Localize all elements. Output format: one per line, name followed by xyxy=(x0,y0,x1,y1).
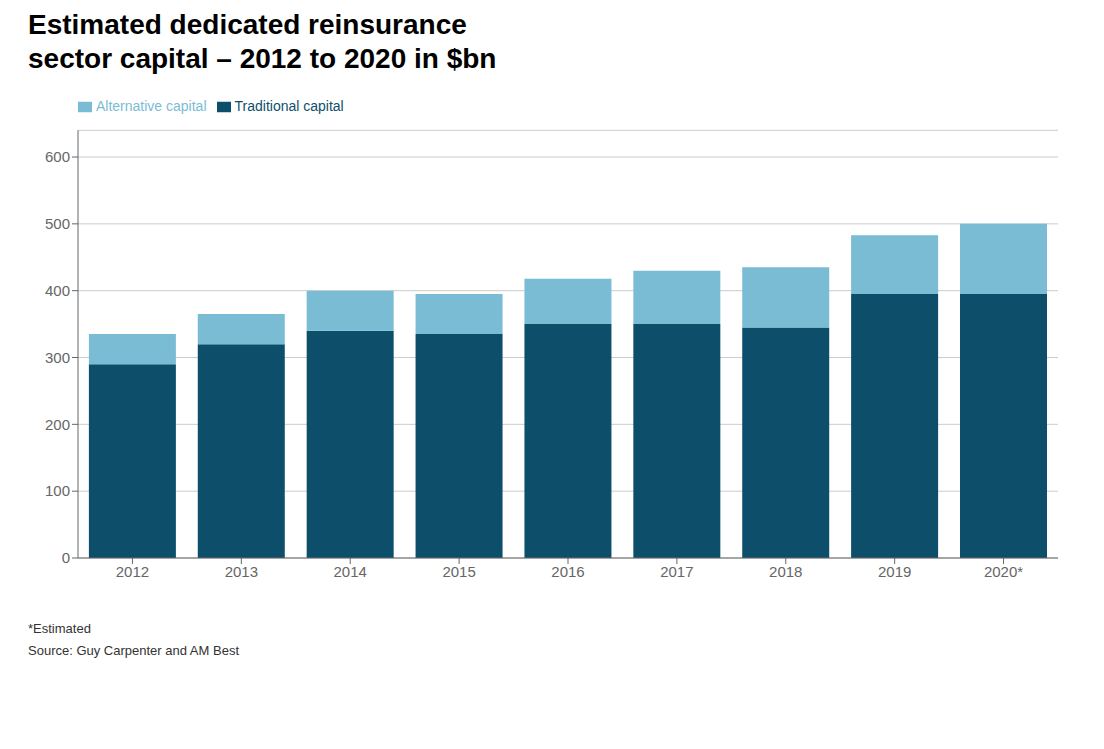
svg-text:2014: 2014 xyxy=(334,563,367,580)
html-text:*Estimated: *Estimated xyxy=(28,621,91,636)
svg-text:2019: 2019 xyxy=(878,563,911,580)
svg-text:500: 500 xyxy=(45,215,70,232)
svg-text:300: 300 xyxy=(45,349,70,366)
svg-text:400: 400 xyxy=(45,282,70,299)
svg-text:2013: 2013 xyxy=(225,563,258,580)
html-text:Estimated dedicated reinsuranc: Estimated dedicated reinsurance xyxy=(28,9,467,40)
svg-text:2016: 2016 xyxy=(551,563,584,580)
svg-text:600: 600 xyxy=(45,148,70,165)
svg-text:2017: 2017 xyxy=(660,563,693,580)
svg-text:100: 100 xyxy=(45,482,70,499)
svg-text:2018: 2018 xyxy=(769,563,802,580)
svg-text:200: 200 xyxy=(45,416,70,433)
html-text:Source: Guy Carpenter and AM B: Source: Guy Carpenter and AM Best xyxy=(28,643,239,658)
svg-text:0: 0 xyxy=(62,549,70,566)
html-text:Traditional capital: Traditional capital xyxy=(234,98,344,114)
svg-text:2012: 2012 xyxy=(116,563,149,580)
svg-text:2015: 2015 xyxy=(442,563,475,580)
html-text:Alternative capital: Alternative capital xyxy=(96,98,207,114)
html-text:sector capital – 2012 to 2020: sector capital – 2012 to 2020 in $bn xyxy=(28,43,497,74)
svg-text:2020*: 2020* xyxy=(984,563,1023,580)
